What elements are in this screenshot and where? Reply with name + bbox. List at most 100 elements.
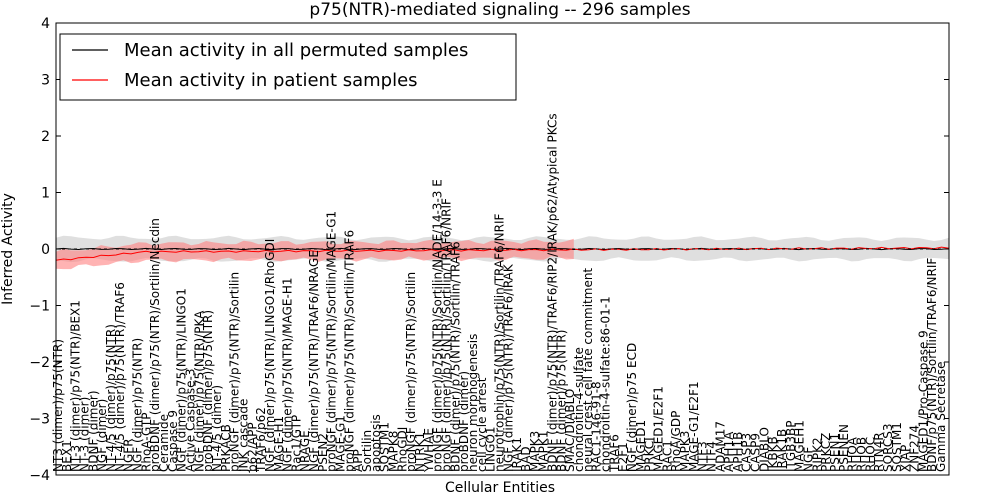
category-label: NGF (dimer) [95, 399, 109, 472]
category-label: NT3 (dimer)/p75(NTR) [51, 339, 65, 472]
category-label: proBDNF (dimer) [457, 371, 471, 472]
category-label: XIAP [899, 445, 913, 472]
y-axis-ticks: −4 −3 −2 −1 0 1 2 3 4 [29, 16, 949, 484]
category-label: proBDNF (dimer)/p75(NTR) [201, 310, 215, 472]
category-label: MAPK1 [537, 431, 551, 472]
category-label: DIABLO [757, 427, 771, 472]
category-label: proNGF (dimer)/p75(NTR)/Sortilin/MAGE-G1 [325, 211, 339, 472]
y-tick-label: 1 [41, 186, 50, 202]
category-label: MAGE-G1/E2F1 [687, 381, 701, 472]
category-label: Ceramide [157, 414, 171, 472]
category-label: BDNF (dimer) [86, 390, 100, 472]
category-label: Sortilin [360, 430, 374, 472]
category-label: cell cycle arrest [475, 377, 489, 472]
category-label: IRAK1 [510, 437, 524, 472]
category-label: NRAGE [298, 430, 312, 472]
category-label: NT-4/5 (dimer) [210, 385, 224, 472]
category-label: NGF (dimer)/p75(NTR)/TRAF6/IRAK [501, 263, 515, 472]
category-label: Rac1/GTP [289, 415, 303, 472]
category-label: neural crest cell fate commitment [581, 268, 595, 472]
category-label: CASP9 [749, 433, 763, 472]
y-tick-label: 3 [41, 73, 50, 89]
category-label: SORCS3 [881, 424, 895, 472]
chart-title: p75(NTR)-mediated signaling -- 296 sampl… [309, 0, 690, 20]
patient-mean-line [55, 246, 950, 261]
category-label: NTRK1 [413, 432, 427, 472]
category-label: MAGE-H1 [272, 416, 286, 472]
category-label: IRAK1B [775, 429, 789, 472]
category-label: PRKCI [643, 437, 657, 472]
x-axis-label: Cellular Entities [445, 480, 555, 496]
y-axis-label: Inferred Activity [0, 193, 16, 305]
category-label: PRKCZ [819, 433, 833, 472]
category-label: IKBKB [766, 436, 780, 472]
category-label: ADAM17 [713, 421, 727, 472]
y-tick-label: 2 [41, 129, 50, 145]
category-label: RAC1-146-91-8 [590, 381, 604, 472]
category-label: NGF (dimer)/p75(NTR)/LINGO1 [175, 288, 189, 472]
category-label: NT-3 (dimer)/p75(NTR)/BEX1 [69, 300, 83, 472]
y-tick-label: −3 [29, 412, 50, 428]
category-label: ZNF274 [908, 425, 922, 472]
category-label: proNGF (dimer)/p75(NTR)/Sortilin/TRAF6 [342, 230, 356, 472]
category-label: NGF (dimer)/p75(NTR)/TRAF6/NRAGE [307, 250, 321, 472]
category-label: NT-3 (dimer) [78, 397, 92, 472]
category-label: BDNF (dimer)/p75(NTR) [554, 330, 568, 472]
category-label: apoptosis [369, 414, 383, 472]
y-tick-label: −4 [29, 468, 50, 484]
category-label: YWHAE [422, 428, 436, 473]
category-label: RIPK2 [810, 437, 824, 472]
category-label: RAC1 [660, 440, 674, 472]
y-tick-label: 4 [41, 16, 50, 32]
category-label: RhoA-GTP [139, 413, 153, 472]
category-label: BDNF/p75(NTR)/Sortilin/TRAF6/NRIF [925, 258, 939, 472]
category-label: TRAF6 [607, 434, 621, 473]
category-label: BDNF (dimer)/p75(NTR)/Sortilin/TRAF6 [448, 241, 462, 472]
y-tick-label: 0 [41, 242, 50, 258]
category-label: MAPK8 [387, 431, 401, 472]
category-label: SQSTM1 [890, 422, 904, 472]
category-label: Active Caspase-3 [183, 368, 197, 472]
category-label: Gamma Secretase [934, 361, 948, 472]
category-label: NTF4 [704, 441, 718, 472]
category-label: RTN4R [872, 432, 886, 472]
category-label: proBDNF (dimer)/p75(NTR)/Sortilin/Necdin [148, 218, 162, 472]
category-label: NGF (dimer)/p75(NTR)/PKA [192, 310, 206, 472]
category-label: MAPK3 [678, 431, 692, 472]
y-tick-label: −2 [29, 355, 50, 371]
category-label: RhoA/GDP [669, 411, 683, 472]
legend-box [59, 33, 517, 101]
category-label: SQSTM1 [378, 422, 392, 472]
category-label: MAGED1 [634, 420, 648, 472]
category-label: LINGO1 [484, 426, 498, 472]
category-label: chondroitin-4-sulfate:86-01-1 [599, 296, 613, 472]
category-label: NGF (dimer)/p75(NTR)/MAGE-H1 [281, 278, 295, 473]
category-label: E2F1 [616, 442, 630, 472]
category-label: APP [351, 449, 365, 472]
category-label: PSEN2 [316, 433, 330, 472]
category-label: MAGED1/Pro-Caspase 9 [916, 330, 930, 472]
category-label: MAGEH1 [793, 420, 807, 472]
category-label: RHOA [846, 436, 860, 472]
category-label: APH1A [722, 431, 736, 472]
category-label: proNGF (dimer)/p75(NTR)/Sortilin/NADE/14… [431, 179, 445, 472]
category-label: NT-4/5 (dimer)/p75(NTR) [104, 324, 118, 472]
category-label: proNGF (dimer)/p75(NTR)/Sortilin [228, 272, 242, 472]
category-label: NT-4/5 (dimer)/p75(NTR)/TRAF6 [113, 282, 127, 472]
legend-entry-permuted: Mean activity in all permuted samples [124, 40, 468, 61]
category-label: chondroitin-4-sulfate [572, 347, 586, 472]
category-label: RHOB [855, 437, 869, 472]
category-label: PRKACB [219, 424, 233, 472]
category-label: SMAC/DIABLO [563, 389, 577, 472]
category-label: CASP3 [740, 433, 754, 472]
category-label: BAD [519, 446, 533, 472]
category-label: Caspase 9 [166, 410, 180, 472]
category-label: RhoGDI [395, 427, 409, 472]
patient-samples-band [56, 238, 574, 270]
category-label: RHOC [863, 437, 877, 472]
category-label: p62/APP [245, 422, 259, 472]
category-label: BDNF (dimer)/p75(NTR)/TRAF6/RIP2/IRAK/p6… [546, 113, 560, 472]
category-label: PSENEN [837, 424, 851, 472]
